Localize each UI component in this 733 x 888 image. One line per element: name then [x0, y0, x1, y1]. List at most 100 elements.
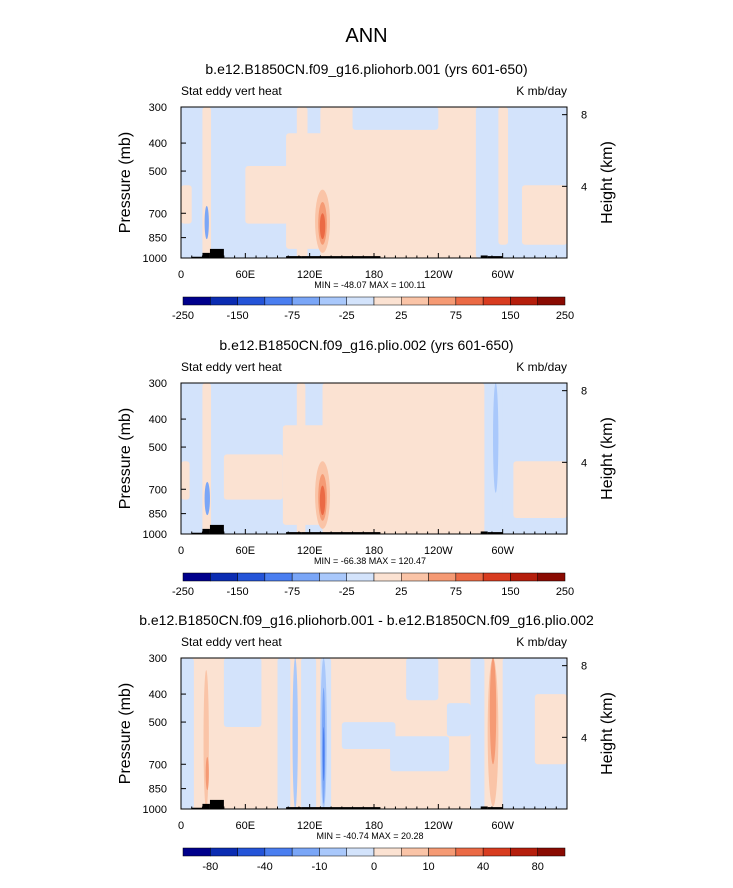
units-label: K mb/day: [516, 635, 567, 649]
colorbar-swatch: [264, 296, 293, 306]
colorbar-swatch: [482, 572, 511, 582]
colorbar-swatch: [182, 572, 211, 582]
contour-extreme: [319, 485, 326, 516]
topography-bar: [301, 532, 364, 534]
topography-bar: [363, 532, 381, 534]
ytick-label: 300: [149, 653, 167, 665]
colorbar-label: 250: [556, 310, 574, 322]
topography-bar: [286, 807, 302, 809]
colorbar-swatch: [182, 847, 211, 857]
contour-region: [446, 703, 471, 737]
colorbar-label: 40: [477, 861, 489, 873]
colorbar-label: -150: [227, 310, 249, 322]
contour-extreme: [204, 205, 209, 240]
units-label: K mb/day: [516, 360, 567, 374]
contour-region: [296, 107, 308, 258]
xtick-label: 120W: [424, 269, 453, 281]
contour-region: [470, 658, 485, 809]
xtick-label: 0: [178, 269, 184, 281]
min-max-stats: MIN = -40.74 MAX = 20.28: [316, 831, 423, 841]
contour-region: [181, 461, 190, 500]
ylabel: Pressure (mb): [117, 408, 134, 509]
colorbar-label: -40: [257, 861, 273, 873]
xtick-label: 60W: [491, 269, 514, 281]
panel-2: b.e12.B1850CN.f09_g16.plio.002 (yrs 601-…: [117, 337, 616, 598]
ytick-label: 500: [149, 166, 167, 178]
colorbar-swatch: [346, 847, 375, 857]
contour-region: [301, 658, 317, 809]
ylabel-right: Height (km): [599, 692, 616, 775]
contour-region: [296, 383, 306, 534]
topography-bar: [301, 256, 364, 258]
topography-bar: [209, 799, 224, 809]
contour-extreme: [292, 658, 298, 809]
colorbar-swatch: [401, 847, 429, 857]
min-max-stats: MIN = -66.38 MAX = 120.47: [314, 556, 426, 566]
colorbar-swatch: [428, 847, 457, 857]
topography-bar: [481, 531, 488, 534]
contour-extreme: [205, 756, 209, 791]
ytick-label: 700: [149, 208, 167, 220]
colorbar-swatch: [237, 296, 266, 306]
xtick-label: 120E: [297, 820, 323, 832]
colorbar-label: -250: [172, 586, 194, 598]
colorbar-swatch: [319, 847, 347, 857]
colorbar-swatch: [401, 296, 429, 306]
ytick-label: 1000: [143, 253, 167, 265]
ytick-right-label: 4: [581, 732, 587, 744]
colorbar-label: -250: [172, 310, 194, 322]
topography-bar: [209, 248, 224, 258]
ytick-label: 850: [149, 509, 167, 521]
figure-title: ANN: [345, 25, 387, 47]
colorbar-swatch: [346, 296, 375, 306]
contour-extreme: [493, 383, 499, 493]
colorbar-swatch: [401, 572, 429, 582]
xtick-label: 0: [178, 820, 184, 832]
colorbar-label: 150: [501, 586, 519, 598]
ytick-label: 500: [149, 442, 167, 454]
colorbar-label: -80: [202, 861, 218, 873]
contour-region: [320, 107, 485, 258]
colorbar-swatch: [182, 296, 211, 306]
topography-bar: [209, 524, 224, 534]
topography-bar: [363, 256, 381, 258]
topography-bar: [487, 256, 503, 258]
topography-bar: [202, 803, 210, 809]
xtick-label: 120W: [424, 820, 453, 832]
contour-extreme: [489, 658, 497, 765]
xtick-label: 60W: [491, 820, 514, 832]
colorbar-label: 150: [501, 310, 519, 322]
panel-1: b.e12.B1850CN.f09_g16.pliohorb.001 (yrs …: [117, 61, 616, 322]
topography-bar: [286, 256, 302, 258]
contour-region: [223, 658, 262, 727]
colorbar-label: 75: [450, 310, 462, 322]
xtick-label: 60E: [236, 820, 256, 832]
xtick-label: 180: [365, 269, 383, 281]
contour-region: [322, 383, 485, 534]
colorbar-swatch: [291, 847, 320, 857]
colorbar-swatch: [237, 847, 266, 857]
colorbar-label: -25: [339, 586, 355, 598]
topography-bar: [487, 532, 503, 534]
contour-extreme: [319, 213, 326, 240]
ytick-label: 1000: [143, 804, 167, 816]
ytick-label: 300: [149, 102, 167, 114]
colorbar-label: 25: [395, 586, 407, 598]
ytick-label: 300: [149, 378, 167, 390]
contour-field: [181, 658, 567, 809]
colorbar-label: -150: [227, 586, 249, 598]
xtick-label: 60W: [491, 545, 514, 557]
colorbar-label: -75: [284, 586, 300, 598]
ytick-label: 500: [149, 717, 167, 729]
colorbar-swatch: [319, 572, 347, 582]
panel-title: b.e12.B1850CN.f09_g16.pliohorb.001 - b.e…: [139, 612, 594, 628]
contour-region: [406, 658, 439, 701]
topography-bar: [191, 256, 203, 258]
contour-field: [181, 107, 567, 258]
colorbar-swatch: [428, 572, 457, 582]
colorbar-swatch: [428, 296, 457, 306]
colorbar-label: -25: [339, 310, 355, 322]
ytick-right-label: 8: [581, 110, 587, 122]
ylabel: Pressure (mb): [117, 132, 134, 233]
xtick-label: 120E: [297, 269, 323, 281]
